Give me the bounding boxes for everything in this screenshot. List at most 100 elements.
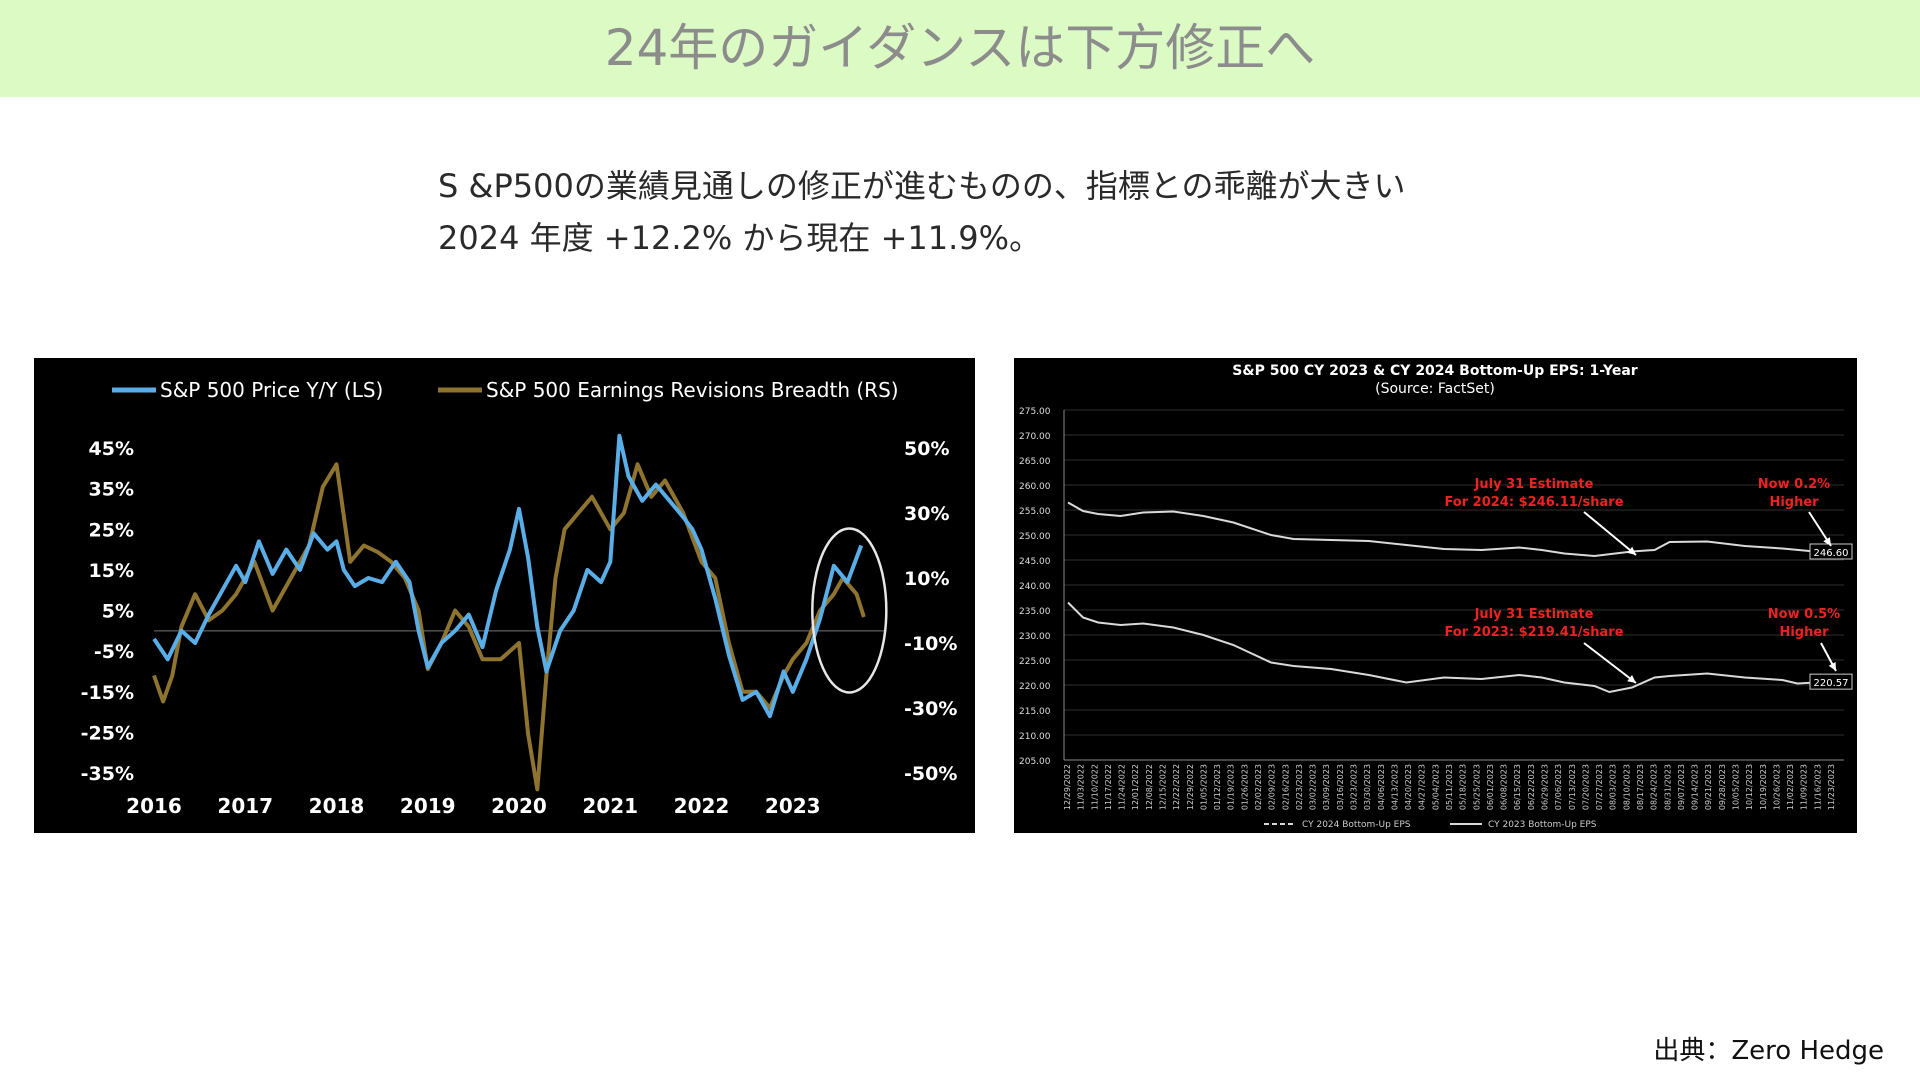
x-tick-label: 2017: [217, 794, 273, 818]
x-tick-label: 2019: [400, 794, 456, 818]
x-tick-label: 03/23/2023: [1350, 764, 1359, 810]
x-tick-label: 03/02/2023: [1309, 764, 1318, 810]
x-tick-label: 06/01/2023: [1486, 764, 1495, 810]
annotation-arrowhead: [1828, 662, 1836, 671]
legend-label-breadth: S&P 500 Earnings Revisions Breadth (RS): [486, 378, 899, 402]
x-tick-label: 02/02/2023: [1254, 764, 1263, 810]
y-tick-label: 210.00: [1019, 732, 1051, 742]
price-vs-revisions-chart: S&P 500 Price Y/Y (LS) S&P 500 Earnings R…: [34, 358, 975, 833]
annotation-line-1: July 31 Estimate: [1474, 477, 1594, 492]
x-tick-label: 2022: [674, 794, 730, 818]
y-tick-label: 215.00: [1019, 707, 1051, 717]
x-tick-label: 04/20/2023: [1404, 764, 1413, 810]
x-tick-label: 05/18/2023: [1459, 764, 1468, 810]
x-tick-label: 11/16/2023: [1813, 764, 1822, 810]
legend-label-2023: CY 2023 Bottom-Up EPS: [1488, 820, 1597, 830]
x-tick-label: 03/30/2023: [1363, 764, 1372, 810]
x-tick-label: 05/25/2023: [1472, 764, 1481, 810]
x-tick-label: 02/09/2023: [1268, 764, 1277, 810]
x-tick-label: 11/03/2022: [1077, 764, 1086, 810]
y-left-tick-label: 45%: [89, 438, 134, 460]
y-tick-label: 250.00: [1019, 532, 1051, 542]
x-tick-label: 01/26/2023: [1240, 764, 1249, 810]
x-tick-label: 10/26/2023: [1772, 764, 1781, 810]
x-tick-label: 08/24/2023: [1650, 764, 1659, 810]
x-tick-label: 07/20/2023: [1581, 764, 1590, 810]
y-left-tick-label: -5%: [94, 641, 134, 663]
annotation-arrowhead: [1823, 537, 1831, 546]
y-right-tick-label: 30%: [904, 503, 949, 525]
x-tick-label: 12/29/2022: [1186, 764, 1195, 810]
y-tick-label: 275.00: [1019, 407, 1051, 417]
x-tick-label: 06/08/2023: [1500, 764, 1509, 810]
x-tick-label: 08/31/2023: [1663, 764, 1672, 810]
x-tick-label: 08/10/2023: [1622, 764, 1631, 810]
legend-label-2024: CY 2024 Bottom-Up EPS: [1302, 820, 1411, 830]
x-tick-label: 2016: [126, 794, 182, 818]
x-tick-label: 06/22/2023: [1527, 764, 1536, 810]
y-left-tick-label: 5%: [102, 601, 134, 623]
annotation-arrowhead: [1627, 675, 1636, 683]
y-tick-label: 245.00: [1019, 557, 1051, 567]
y-tick-label: 220.00: [1019, 682, 1051, 692]
x-tick-label: 11/17/2022: [1104, 764, 1113, 810]
x-tick-label: 07/06/2023: [1554, 764, 1563, 810]
x-tick-label: 12/15/2022: [1159, 764, 1168, 810]
x-tick-label: 08/17/2023: [1636, 764, 1645, 810]
y-tick-label: 205.00: [1019, 757, 1051, 767]
series-line-price: [152, 433, 864, 719]
x-tick-label: 12/08/2022: [1145, 764, 1154, 810]
y-left-tick-label: -25%: [81, 722, 134, 744]
y-tick-label: 240.00: [1019, 582, 1051, 592]
y-right-tick-label: 10%: [904, 568, 949, 590]
x-tick-label: 11/10/2022: [1090, 764, 1099, 810]
x-tick-label: 11/09/2023: [1800, 764, 1809, 810]
y-right-tick-label: 50%: [904, 438, 949, 460]
x-tick-label: 11/23/2023: [1827, 764, 1836, 810]
annotation-line-2: Higher: [1779, 625, 1829, 640]
eps-svg: S&P 500 CY 2023 & CY 2024 Bottom-Up EPS:…: [1019, 363, 1853, 830]
x-tick-label: 12/01/2022: [1131, 764, 1140, 810]
series-line-breadth: [152, 462, 866, 792]
annotation-arrowhead: [1627, 546, 1636, 555]
x-tick-label: 02/16/2023: [1281, 764, 1290, 810]
y-right-tick-label: -30%: [904, 698, 957, 720]
x-tick-label: 07/27/2023: [1595, 764, 1604, 810]
x-tick-label: 02/23/2023: [1295, 764, 1304, 810]
y-tick-label: 255.00: [1019, 507, 1051, 517]
x-tick-label: 10/05/2023: [1732, 764, 1741, 810]
x-tick-label: 11/24/2022: [1118, 764, 1127, 810]
series-line-2023: [1067, 601, 1821, 694]
y-right-tick-label: -10%: [904, 633, 957, 655]
x-tick-label: 2020: [491, 794, 547, 818]
y-left-tick-label: -35%: [81, 763, 134, 785]
x-tick-label: 09/07/2023: [1677, 764, 1686, 810]
y-left-tick-label: 15%: [89, 560, 134, 582]
x-tick-label: 08/03/2023: [1609, 764, 1618, 810]
legend-label-price: S&P 500 Price Y/Y (LS): [160, 378, 383, 402]
y-tick-label: 230.00: [1019, 632, 1051, 642]
lead-line-2: 2024 年度 +12.2% から現在 +11.9%。: [438, 219, 1042, 257]
x-tick-label: 10/12/2023: [1745, 764, 1754, 810]
annotation-line-1: Now 0.5%: [1768, 607, 1840, 622]
x-tick-label: 09/14/2023: [1691, 764, 1700, 810]
x-tick-label: 06/15/2023: [1513, 764, 1522, 810]
x-tick-label: 2021: [582, 794, 638, 818]
x-tick-label: 01/05/2023: [1199, 764, 1208, 810]
x-tick-label: 2023: [765, 794, 821, 818]
annotation-line-2: Higher: [1769, 495, 1819, 510]
lead-text: S &P500の業績見通しの修正が進むものの、指標との乖離が大きい 2024 年…: [438, 160, 1406, 264]
end-value-label: 246.60: [1814, 548, 1849, 559]
x-tick-label: 09/28/2023: [1718, 764, 1727, 810]
y-tick-label: 235.00: [1019, 607, 1051, 617]
chart-subtitle: (Source: FactSet): [1375, 381, 1495, 397]
y-right-tick-label: -50%: [904, 763, 957, 785]
y-tick-label: 225.00: [1019, 657, 1051, 667]
end-value-label: 220.57: [1814, 678, 1849, 689]
x-tick-label: 04/13/2023: [1390, 764, 1399, 810]
y-tick-label: 265.00: [1019, 457, 1051, 467]
title-banner: 24年のガイダンスは下方修正へ: [0, 0, 1920, 97]
y-left-tick-label: -15%: [81, 682, 134, 704]
annotation-line-2: For 2024: $246.11/share: [1444, 495, 1623, 510]
y-tick-label: 260.00: [1019, 482, 1051, 492]
